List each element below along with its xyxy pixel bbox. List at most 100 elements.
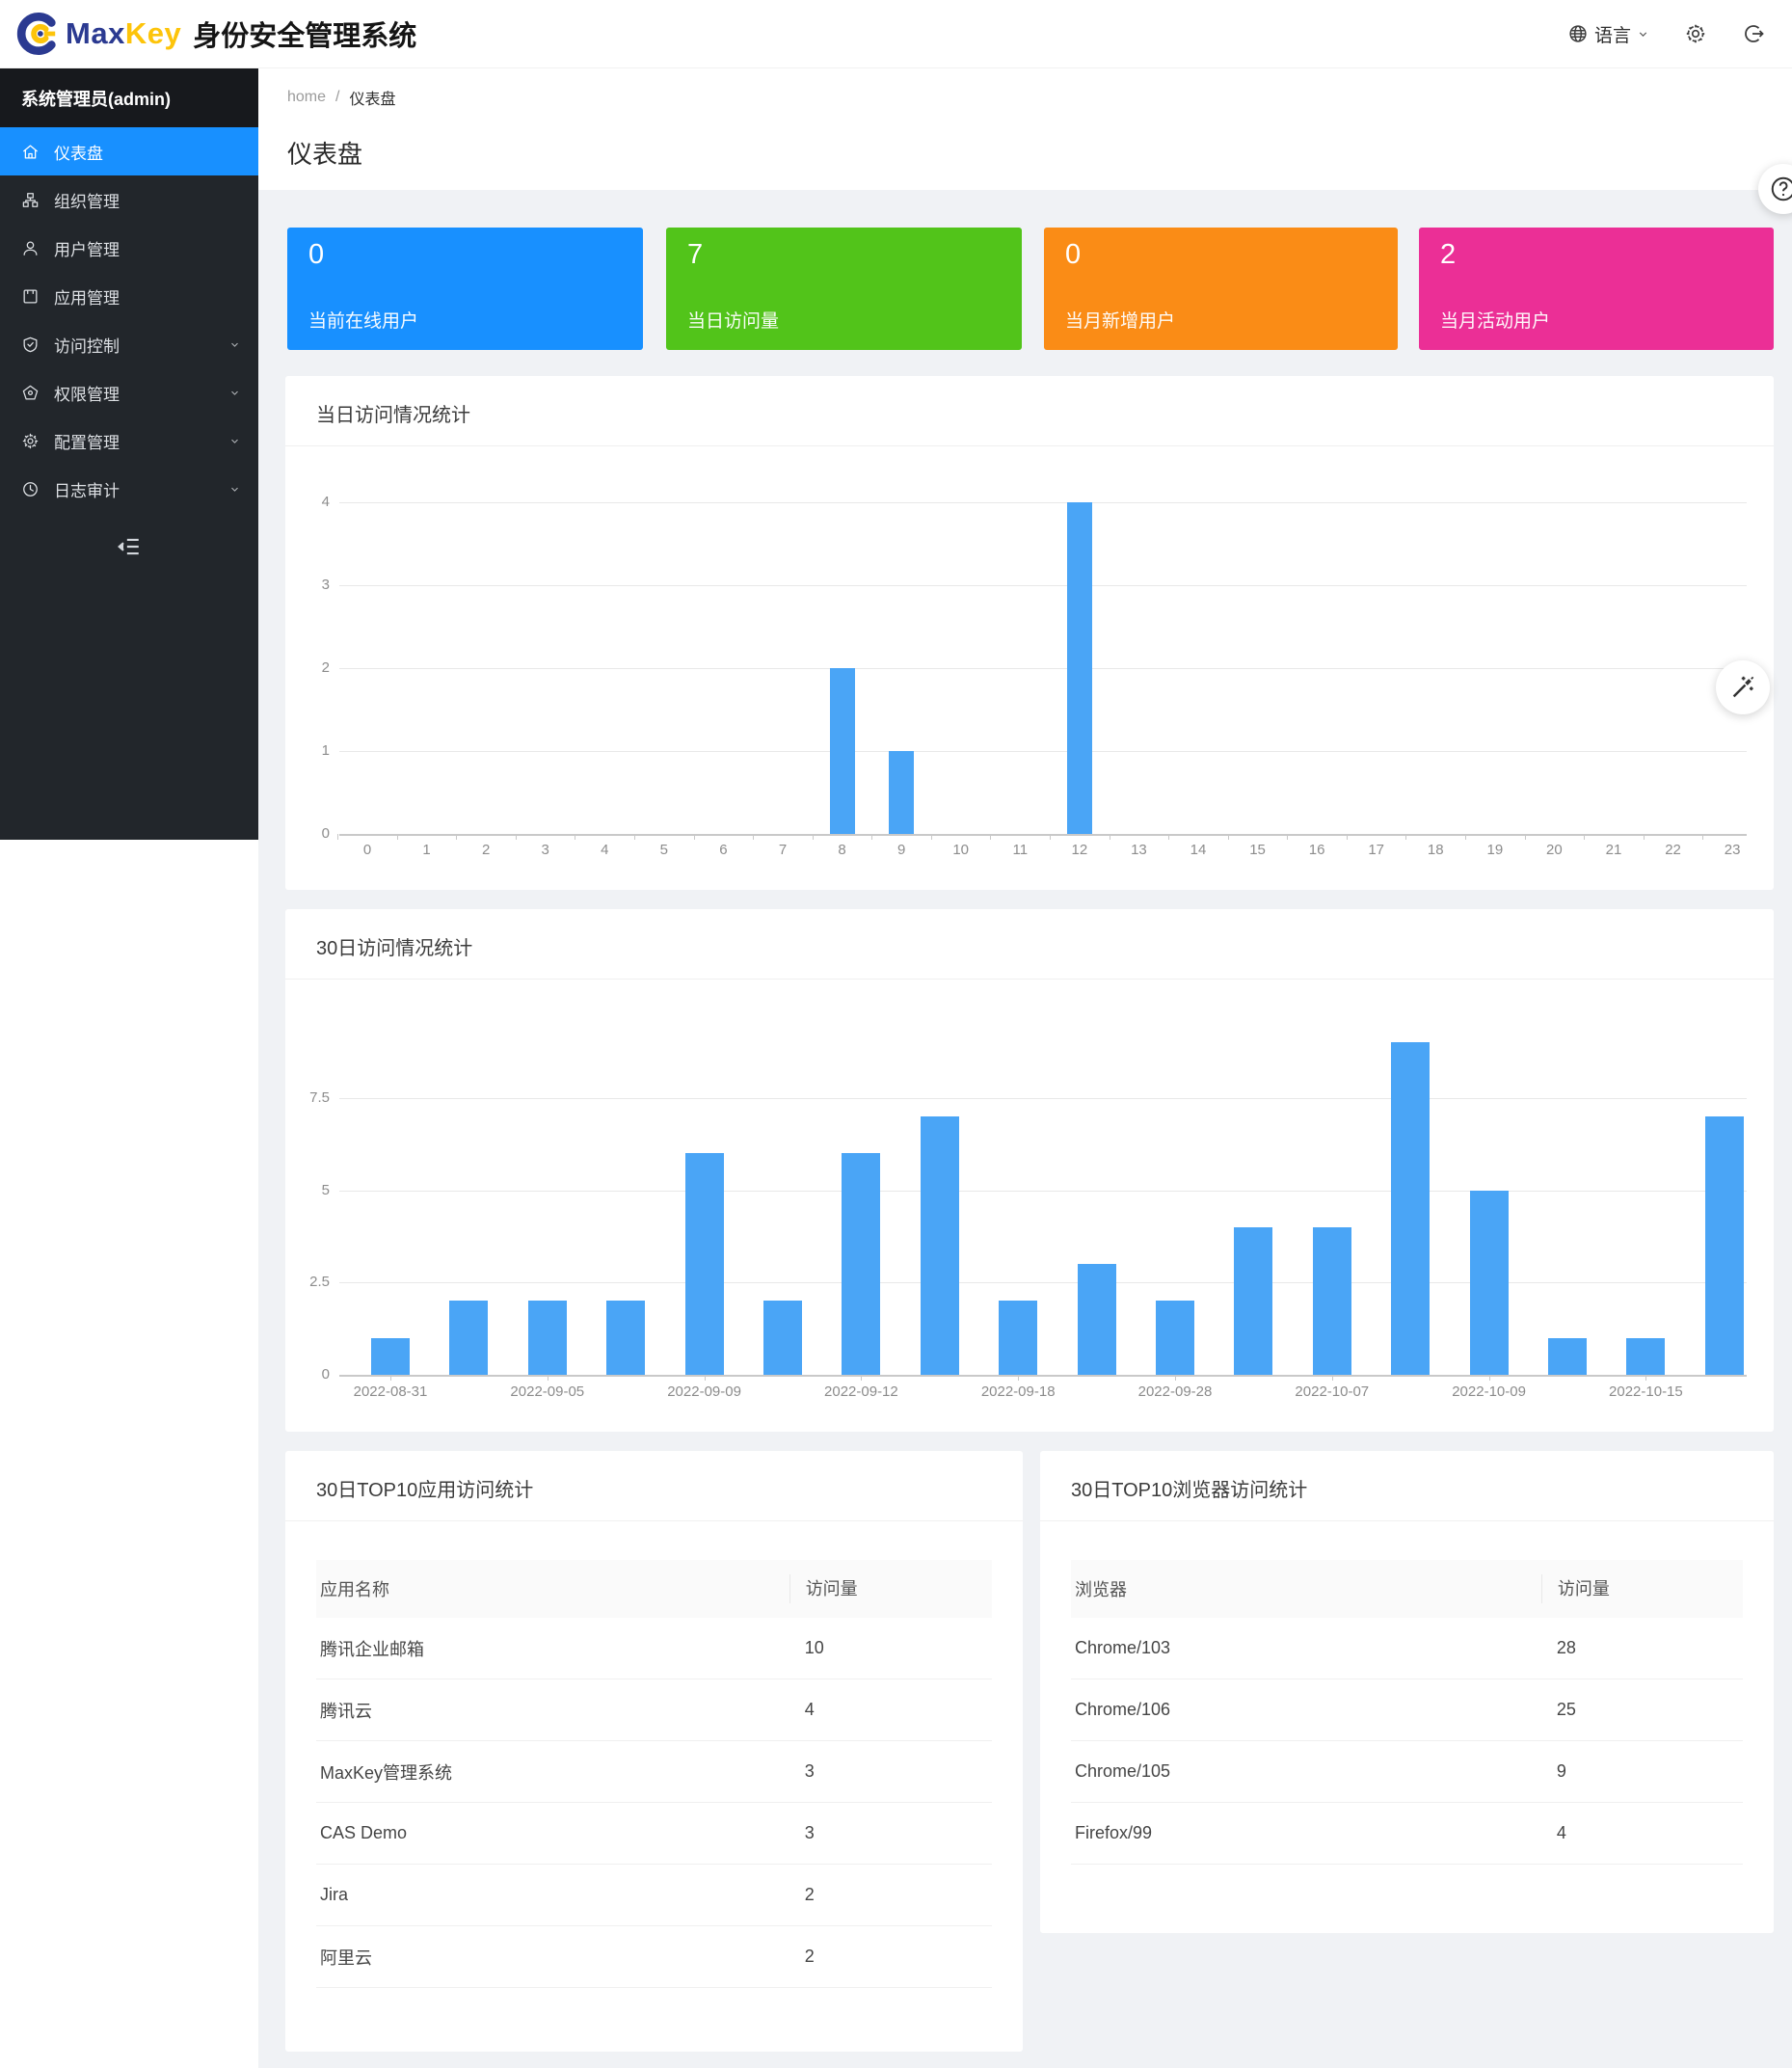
table-header-name: 应用名称: [320, 1580, 389, 1599]
chart-card-daily: 当日访问情况统计 0 1 2 3 4 0 1 2 3 4 5 6 7 8 9 10 11 12 13 14 15 16 17…: [285, 376, 1774, 890]
user-icon: [21, 239, 40, 257]
x-axis-tick-label: 13: [1131, 842, 1147, 858]
accessibility-wand-button[interactable]: [1716, 660, 1770, 714]
bar-idx5: [763, 1301, 802, 1375]
x-axis-tick: [1168, 834, 1170, 840]
table-cell-name: 阿里云: [320, 1947, 372, 1968]
sidebar-item-5[interactable]: 权限管理: [0, 368, 258, 416]
divider: [285, 979, 1774, 980]
x-axis-tick-label: 15: [1249, 842, 1266, 858]
x-axis-tick: [1524, 834, 1526, 840]
x-axis-tick-label: 19: [1486, 842, 1504, 858]
chevron-down-icon: [228, 483, 241, 496]
bar-idx9: [1077, 1264, 1116, 1375]
stat-value: 2: [1440, 239, 1457, 270]
table-cell-name: Jira: [320, 1885, 349, 1904]
bar-9: [889, 751, 915, 834]
breadcrumb-separator: /: [335, 89, 340, 105]
sidebar-item-label: 应用管理: [54, 288, 120, 308]
x-axis-tick: [861, 1375, 863, 1381]
table-cell-name: 腾讯企业邮箱: [320, 1639, 424, 1659]
x-axis-tick-label: 17: [1368, 842, 1385, 858]
sidebar-item-2[interactable]: 用户管理: [0, 224, 258, 272]
stat-card-1: 7 当日访问量: [666, 228, 1022, 350]
sidebar-menu: 仪表盘组织管理用户管理应用管理访问控制权限管理配置管理 日志审计: [0, 127, 258, 513]
sidebar-item-label: 组织管理: [54, 192, 120, 211]
stat-label: 当月活动用户: [1440, 311, 1551, 332]
breadcrumb-current: 仪表盘: [349, 92, 396, 108]
globe-icon: [1567, 23, 1589, 44]
sidebar-item-0[interactable]: 仪表盘: [0, 127, 258, 175]
table-header-row: 应用名称 访问量: [316, 1560, 992, 1618]
stat-card-3: 2 当月活动用户: [1419, 228, 1774, 350]
bar-2022-08-31: [371, 1337, 410, 1375]
breadcrumb-home-link[interactable]: home: [287, 89, 327, 105]
x-axis-tick-label: 3: [541, 842, 549, 858]
bar-idx7: [920, 1115, 959, 1375]
stat-label: 当月新增用户: [1065, 311, 1176, 332]
x-axis-tick-label: 7: [778, 842, 788, 858]
home-icon: [21, 143, 40, 161]
x-axis-tick: [337, 834, 339, 840]
x-axis-tick: [871, 834, 873, 840]
gridline: [339, 668, 1747, 669]
logout-icon[interactable]: [1742, 22, 1765, 45]
x-axis-tick: [390, 1375, 391, 1381]
table-row: Chrome/103 28: [1071, 1618, 1743, 1679]
gridline: [339, 751, 1747, 752]
sidebar-item-label: 权限管理: [54, 385, 120, 404]
sidebar-item-1[interactable]: 组织管理: [0, 175, 258, 224]
table-header-visits: 访问量: [1540, 1574, 1743, 1603]
bar-2022-09-09: [684, 1153, 724, 1375]
clock-icon: [21, 480, 40, 498]
x-axis-tick-label: 10: [952, 842, 970, 858]
sidebar-item-3[interactable]: 应用管理: [0, 272, 258, 320]
magic-wand-icon: [1728, 673, 1757, 702]
x-axis-tick-label: 2022-10-07: [1295, 1383, 1370, 1400]
x-axis-tick-label: 2022-09-05: [510, 1383, 585, 1400]
brand-name: MaxKey: [66, 16, 181, 51]
y-axis-tick-label: 2: [321, 659, 330, 676]
divider: [1040, 1520, 1774, 1521]
daily-visits-chart: 0 1 2 3 4 0 1 2 3 4 5 6 7 8 9 10 11 12 13 14 15 16 17 18 19 20 21 2…: [285, 376, 1774, 890]
x-axis-tick: [693, 834, 695, 840]
table-cell-name: Chrome/103: [1075, 1638, 1171, 1657]
bar-2022-10-09: [1469, 1190, 1509, 1375]
divider: [285, 1520, 1023, 1521]
settings-button[interactable]: [1684, 22, 1707, 45]
table-row: Jira 2: [316, 1865, 992, 1926]
y-axis-tick-label: 7.5: [309, 1088, 330, 1106]
sidebar-item-7[interactable]: 日志审计: [0, 465, 258, 513]
x-axis-tick-label: 2: [481, 842, 491, 858]
x-axis-tick-label: 11: [1012, 842, 1029, 858]
x-axis-tick-label: 2022-08-31: [353, 1383, 428, 1400]
sidebar-item-4[interactable]: 访问控制: [0, 320, 258, 368]
x-axis-tick-label: 23: [1724, 842, 1741, 858]
table-title-apps: 30日TOP10应用访问统计: [316, 1480, 534, 1501]
table-card-apps: 30日TOP10应用访问统计 应用名称 访问量 腾讯企业邮箱 10 腾讯云 4 MaxKey…: [285, 1451, 1023, 2052]
language-label: 语言: [1593, 25, 1631, 46]
x-axis-tick: [396, 834, 398, 840]
x-axis-tick-label: 12: [1071, 842, 1088, 858]
x-axis-tick-label: 2022-10-09: [1452, 1383, 1526, 1400]
help-button[interactable]: [1758, 164, 1792, 214]
maxkey-logo-icon: [15, 12, 60, 56]
bar-idx3: [606, 1301, 646, 1375]
table-cell-visits: 9: [1556, 1761, 1566, 1781]
app-title: 身份安全管理系统: [193, 21, 417, 52]
bar-2022-09-05: [527, 1301, 567, 1375]
chart-title-daily: 当日访问情况统计: [316, 405, 470, 426]
x-axis-tick-label: 0: [362, 842, 372, 858]
y-axis-tick-label: 2.5: [309, 1274, 330, 1291]
table-cell-name: 腾讯云: [320, 1701, 372, 1721]
language-selector[interactable]: 语言: [1567, 21, 1649, 47]
sidebar-item-6[interactable]: 配置管理: [0, 416, 258, 465]
x-axis-line: [339, 1375, 1747, 1377]
sidebar-user-label: 系统管理员(admin): [0, 68, 258, 127]
menu-fold-icon[interactable]: [0, 534, 258, 559]
table-cell-visits: 4: [1556, 1823, 1566, 1842]
x-axis-tick: [1050, 834, 1052, 840]
chevron-down-icon: [228, 338, 241, 351]
app-icon: [21, 287, 40, 306]
bar-2022-10-15: [1626, 1337, 1666, 1375]
